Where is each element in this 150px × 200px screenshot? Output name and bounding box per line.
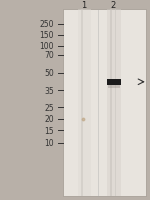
Text: 10: 10 <box>44 139 54 148</box>
Text: 2: 2 <box>111 1 116 10</box>
Bar <box>63 10 146 196</box>
Text: 1: 1 <box>81 1 86 10</box>
Bar <box>81 10 83 196</box>
Text: 50: 50 <box>44 69 54 78</box>
Text: 150: 150 <box>39 31 54 40</box>
Text: 250: 250 <box>39 20 54 29</box>
Text: 20: 20 <box>44 115 54 124</box>
Bar <box>110 10 112 196</box>
Text: 100: 100 <box>39 42 54 51</box>
Text: 15: 15 <box>44 126 54 135</box>
Bar <box>107 80 121 85</box>
Bar <box>108 85 120 89</box>
Text: 25: 25 <box>44 103 54 112</box>
Bar <box>107 10 121 196</box>
Text: 70: 70 <box>44 51 54 60</box>
Text: 35: 35 <box>44 86 54 95</box>
Bar <box>115 10 116 196</box>
Bar <box>78 10 92 196</box>
